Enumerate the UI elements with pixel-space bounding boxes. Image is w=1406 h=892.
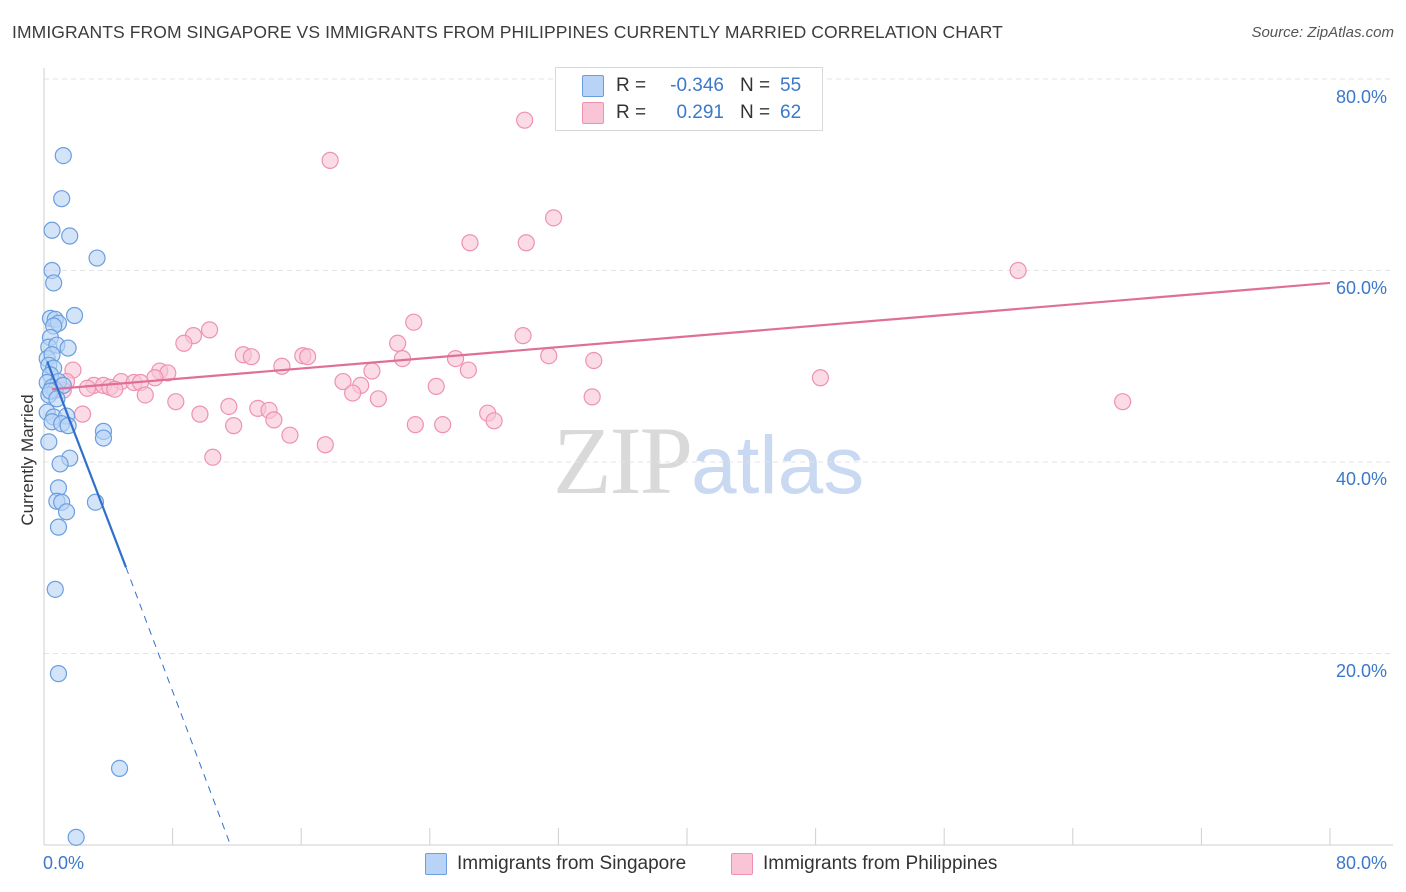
singapore-point xyxy=(59,339,77,357)
legend-row-philippines: R = 0.291 N = 62 xyxy=(582,100,801,126)
philippines-point xyxy=(175,334,193,352)
legend-swatch-philippines xyxy=(582,102,604,124)
x-tick-label-min: 0.0% xyxy=(43,853,85,873)
philippines-point xyxy=(146,369,164,387)
legend-r-value: 0.291 xyxy=(676,102,724,123)
philippines-point xyxy=(811,369,830,387)
philippines-point xyxy=(459,361,477,379)
singapore-point xyxy=(54,147,72,165)
watermark-atlas: atlas xyxy=(691,420,865,511)
philippines-point xyxy=(273,357,291,375)
philippines-point xyxy=(363,362,381,380)
y-tick-label-80: 80.0% xyxy=(1336,87,1388,107)
y-tick-label-40: 40.0% xyxy=(1336,469,1388,489)
philippines-point xyxy=(299,348,317,366)
philippines-point xyxy=(369,390,387,408)
legend-n-value: 62 xyxy=(780,102,802,123)
singapore-point xyxy=(49,518,68,536)
singapore-point xyxy=(49,665,68,683)
philippines-point xyxy=(78,379,97,397)
philippines-point xyxy=(321,151,339,169)
philippines-point xyxy=(544,209,563,227)
philippines-point xyxy=(516,111,534,129)
philippines-point xyxy=(427,377,445,395)
philippines-point xyxy=(514,327,532,345)
philippines-point xyxy=(1114,393,1132,411)
watermark: ZIPatlas xyxy=(553,405,864,516)
singapore-point xyxy=(88,249,106,267)
singapore-point xyxy=(57,503,76,521)
philippines-point xyxy=(389,334,407,352)
singapore-point xyxy=(61,227,79,245)
legend-swatch-singapore xyxy=(582,75,604,97)
philippines-point xyxy=(225,417,243,435)
bottom-legend-swatch-philippines xyxy=(731,853,753,875)
singapore-point xyxy=(46,580,64,598)
philippines-point xyxy=(405,313,423,331)
philippines-point xyxy=(136,386,154,404)
singapore-point xyxy=(43,221,61,239)
watermark-zip: ZIP xyxy=(553,407,693,514)
bottom-legend-swatch-singapore xyxy=(425,853,447,875)
x-tick-label-max: 80.0% xyxy=(1336,853,1388,873)
bottom-legend-label-singapore: Immigrants from Singapore xyxy=(457,853,687,874)
philippines-point xyxy=(281,426,299,444)
legend-n-label: N = xyxy=(740,75,771,96)
singapore-point xyxy=(94,429,113,447)
legend-row-singapore: R = -0.346 N = 55 xyxy=(582,73,801,99)
philippines-point xyxy=(517,234,535,252)
singapore-point xyxy=(40,433,58,451)
chart-title: IMMIGRANTS FROM SINGAPORE VS IMMIGRANTS … xyxy=(12,22,1003,42)
legend-r-label: R = xyxy=(616,75,647,96)
philippines-point xyxy=(334,372,352,391)
philippines-point xyxy=(204,448,222,466)
philippines-trend-line xyxy=(51,281,1331,391)
philippines-point xyxy=(316,436,334,454)
y-tick-label-20: 20.0% xyxy=(1336,661,1388,681)
bottom-legend-philippines: Immigrants from Philippines xyxy=(731,852,997,876)
y-tick-label-60: 60.0% xyxy=(1336,278,1388,298)
legend-r-label: R = xyxy=(616,102,647,123)
bottom-legend-label-philippines: Immigrants from Philippines xyxy=(763,853,998,874)
legend-n-label: N = xyxy=(740,102,771,123)
y-axis-label: Currently Married xyxy=(18,394,37,526)
source-credit: Source: ZipAtlas.com xyxy=(1251,24,1394,41)
singapore-point xyxy=(45,274,63,292)
singapore-trend-line xyxy=(46,361,128,568)
philippines-point xyxy=(167,393,185,411)
singapore-point xyxy=(67,828,85,846)
singapore-trend-extension xyxy=(125,567,231,846)
singapore-point xyxy=(51,455,69,473)
philippines-point xyxy=(191,405,209,423)
legend-r-value: -0.346 xyxy=(670,75,724,96)
philippines-point xyxy=(446,349,465,368)
philippines-point xyxy=(265,411,283,429)
philippines-point xyxy=(461,234,479,252)
philippines-point xyxy=(200,321,219,339)
philippines-point xyxy=(406,416,424,434)
philippines-point xyxy=(585,351,603,370)
philippines-point xyxy=(1009,261,1027,280)
stats-legend: R = -0.346 N = 55 R = 0.291 N = 62 xyxy=(555,67,823,131)
bottom-legend-singapore: Immigrants from Singapore xyxy=(425,852,686,876)
philippines-point xyxy=(73,405,92,423)
philippines-point xyxy=(220,397,238,416)
legend-n-value: 55 xyxy=(780,75,802,96)
philippines-point xyxy=(242,348,260,366)
singapore-point xyxy=(65,306,84,325)
philippines-point xyxy=(583,388,601,406)
philippines-point xyxy=(540,347,558,365)
singapore-point xyxy=(110,759,129,778)
philippines-point xyxy=(344,384,362,402)
philippines-point xyxy=(485,412,503,430)
singapore-point xyxy=(53,190,71,208)
philippines-point xyxy=(434,416,452,434)
